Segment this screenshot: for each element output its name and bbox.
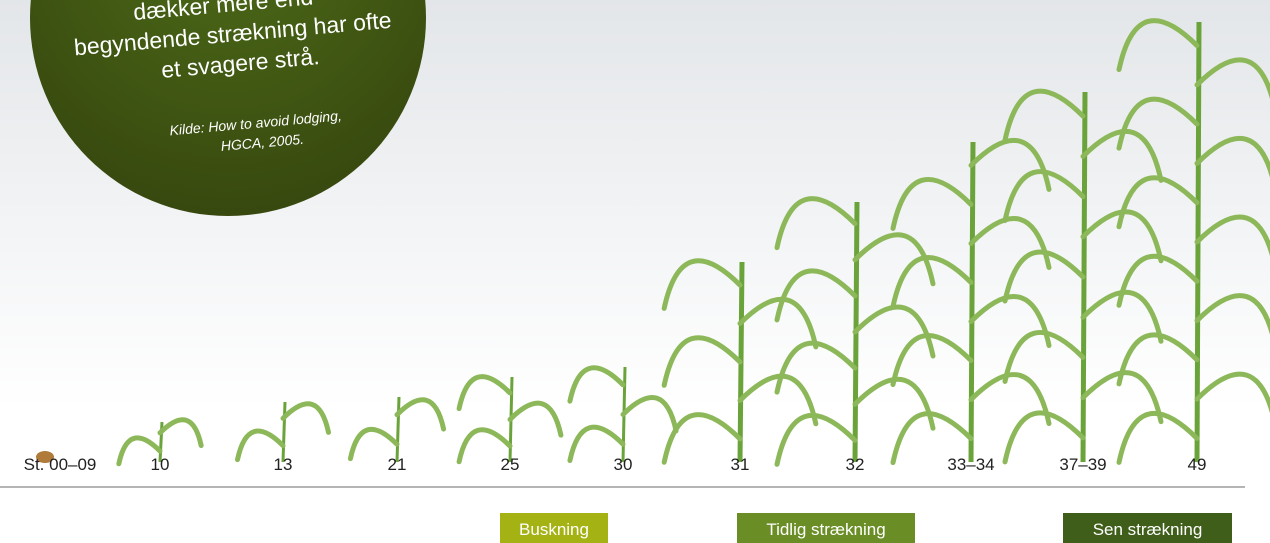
- phase-label: Buskning: [519, 520, 589, 539]
- illustration: dækker mere end begyndende strækning har…: [0, 0, 1270, 543]
- stage-label: 32: [846, 455, 865, 474]
- stage-label: 10: [151, 455, 170, 474]
- stage-label: 25: [501, 455, 520, 474]
- page: dækker mere end begyndende strækning har…: [0, 0, 1270, 543]
- stem: [971, 142, 973, 462]
- stem: [397, 397, 399, 462]
- stage-label: St. 00–09: [24, 455, 97, 474]
- stage-label: 30: [614, 455, 633, 474]
- stem: [283, 402, 285, 462]
- stage-label: 33–34: [947, 455, 994, 474]
- stage-label: 13: [274, 455, 293, 474]
- stage-label: 37–39: [1059, 455, 1106, 474]
- phase-label: Tidlig strækning: [766, 520, 885, 539]
- stage-label: 31: [731, 455, 750, 474]
- stage-label: 49: [1188, 455, 1207, 474]
- stage-label: 21: [388, 455, 407, 474]
- phase-label: Sen strækning: [1093, 520, 1203, 539]
